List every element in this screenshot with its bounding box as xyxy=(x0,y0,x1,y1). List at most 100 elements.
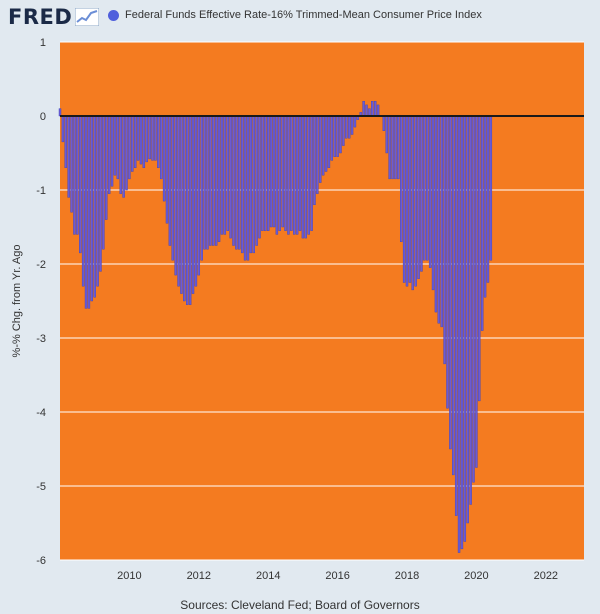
data-bar xyxy=(336,115,339,157)
y-axis-ticks: 1 0 -1 -2 -3 -4 -5 -6 xyxy=(36,37,46,567)
data-bar xyxy=(417,115,420,280)
data-bar xyxy=(180,115,183,294)
x-tick-label: 2014 xyxy=(256,570,280,582)
data-bar xyxy=(131,115,134,172)
data-bar xyxy=(483,115,487,298)
data-bar xyxy=(423,115,426,261)
data-bar xyxy=(397,115,400,180)
data-bar xyxy=(246,115,250,261)
data-bar xyxy=(298,115,302,231)
data-bar xyxy=(113,115,117,176)
data-bar xyxy=(275,115,279,235)
data-bar xyxy=(125,115,128,191)
data-bar xyxy=(90,115,94,302)
data-bar xyxy=(148,115,151,160)
data-bar xyxy=(232,115,235,246)
data-bar xyxy=(171,115,174,261)
chart-header: FRED Federal Funds Effective Rate-16% Tr… xyxy=(0,0,600,34)
data-bar xyxy=(168,115,172,246)
data-bar xyxy=(105,115,108,220)
data-bar xyxy=(102,115,105,250)
data-bar xyxy=(159,115,163,180)
data-bar xyxy=(319,115,322,183)
x-tick-label: 2018 xyxy=(395,570,419,582)
y-tick-label: -1 xyxy=(36,185,46,197)
data-bar xyxy=(151,115,154,161)
data-bar xyxy=(385,115,388,154)
data-bar xyxy=(206,115,209,250)
data-bar xyxy=(177,115,180,287)
data-bar xyxy=(110,115,114,187)
data-bar xyxy=(287,115,290,235)
data-bar xyxy=(194,115,198,287)
data-bar xyxy=(365,104,368,117)
data-bar xyxy=(209,115,212,246)
data-bar xyxy=(307,115,310,235)
data-bar xyxy=(489,115,493,261)
data-bar xyxy=(119,115,122,194)
data-bar xyxy=(321,115,325,176)
data-bar xyxy=(226,115,229,231)
data-bar xyxy=(345,115,348,139)
data-bar xyxy=(394,115,397,180)
data-bar xyxy=(437,115,441,324)
data-bar xyxy=(400,115,403,243)
data-bar xyxy=(426,115,429,261)
y-tick-label: -2 xyxy=(36,259,46,271)
data-bar xyxy=(70,115,73,213)
data-bar xyxy=(313,115,316,206)
data-bar xyxy=(142,115,146,168)
fred-logo[interactable]: FRED xyxy=(8,4,100,30)
legend[interactable]: Federal Funds Effective Rate-16% Trimmed… xyxy=(108,9,482,21)
data-bar xyxy=(281,115,284,228)
data-bar xyxy=(486,115,490,283)
data-bar xyxy=(272,115,276,228)
data-bar xyxy=(402,115,406,283)
data-bar xyxy=(368,108,371,117)
data-bar xyxy=(183,115,186,302)
source-note: Sources: Cleveland Fed; Board of Governo… xyxy=(180,598,420,612)
data-bar xyxy=(191,115,195,294)
data-bar xyxy=(212,115,215,246)
data-bar xyxy=(107,115,111,194)
data-bar xyxy=(330,115,334,161)
data-bar xyxy=(214,115,218,246)
data-bar xyxy=(165,115,169,224)
data-bar xyxy=(266,115,270,231)
data-bar xyxy=(197,115,201,276)
data-bar xyxy=(327,115,331,168)
data-bar xyxy=(87,115,91,309)
data-bar xyxy=(342,115,345,146)
data-bar xyxy=(376,104,380,117)
data-bar xyxy=(116,115,120,180)
data-bar xyxy=(76,115,79,235)
data-bar xyxy=(405,115,409,287)
x-tick-label: 2020 xyxy=(464,570,488,582)
x-tick-label: 2022 xyxy=(534,570,558,582)
data-bar xyxy=(235,115,238,250)
data-bar xyxy=(304,115,307,239)
data-bar xyxy=(420,115,423,272)
data-bar xyxy=(440,115,443,328)
data-bar xyxy=(411,115,414,291)
x-tick-label: 2010 xyxy=(117,570,141,582)
data-bar xyxy=(472,115,475,483)
data-bar xyxy=(475,115,478,468)
data-bar xyxy=(261,115,264,231)
data-bar xyxy=(373,100,377,117)
data-bar xyxy=(290,115,293,231)
data-bar xyxy=(463,115,467,542)
data-bar xyxy=(443,115,446,365)
y-tick-label: -3 xyxy=(36,333,46,345)
data-bar xyxy=(324,115,328,172)
data-bar xyxy=(269,115,273,228)
y-tick-label: 1 xyxy=(40,37,46,49)
data-bar xyxy=(186,115,189,305)
data-bar xyxy=(136,115,140,161)
x-axis-ticks: 2010 2012 2014 2016 2018 2020 2022 xyxy=(117,570,558,582)
data-bar xyxy=(64,115,67,168)
data-bar xyxy=(240,115,244,254)
data-bar xyxy=(264,115,267,231)
data-bar xyxy=(249,115,253,254)
data-bar xyxy=(258,115,261,239)
